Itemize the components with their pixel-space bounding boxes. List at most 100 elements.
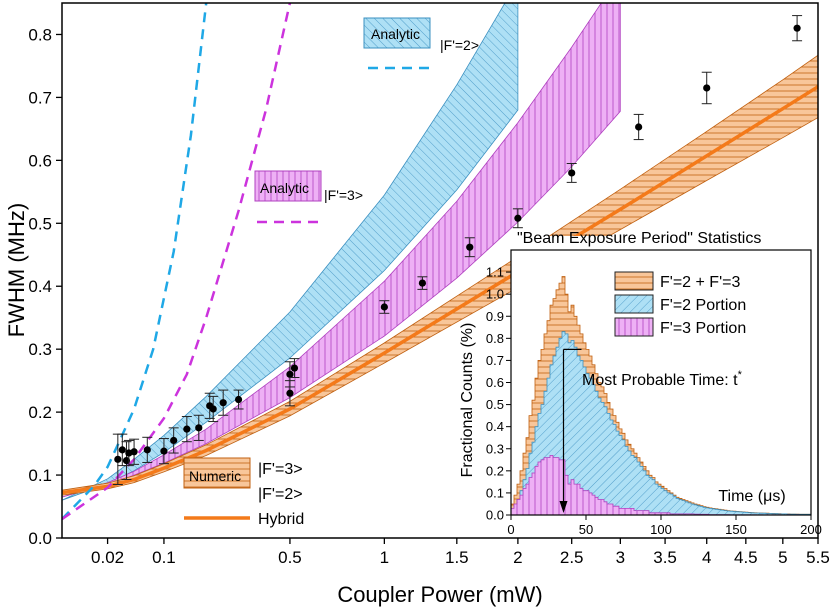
annotation-arrowhead [559,501,568,513]
inset-y-axis-label: Fractional Counts (%) [459,323,476,478]
y-tick-label-4: 0.4 [28,277,52,296]
band-0 [62,3,519,501]
x-tick-label-8: 3.5 [653,548,677,567]
data-point-14 [286,389,294,397]
series-line-0 [62,85,818,495]
legend-text-numeric-f2: |F'=2> [258,486,303,503]
series-line-2 [62,3,292,521]
inset-y-tick-label-2: 0.2 [486,463,504,478]
inset-x-tick-label-3: 150 [725,522,747,537]
band-2 [62,54,818,496]
annotation-main: Most Probable Time: t [582,372,738,389]
inset-y-tick-label-1: 0.1 [486,485,504,500]
inset-y-tick-label-7: 0.7 [486,353,504,368]
legend-text-numeric-f3: |F'=3> [258,461,303,478]
inset-y-tick-label-10: 1.0 [486,287,504,302]
inset-y-tick-label-8: 0.8 [486,331,504,346]
data-point-21 [568,169,576,177]
annotation-sup: * [738,369,743,381]
legend-box-label-numeric: Numeric [189,468,241,484]
legend-text-hybrid: Hybrid [258,511,304,528]
data-point-7 [170,436,178,445]
inset-x-tick-label-4: 200 [800,522,822,537]
x-tick-label-12: 5.5 [806,548,830,567]
inset-legend-swatch-f2 [614,294,654,314]
inset-y-tick-label-0: 0.0 [486,508,504,523]
legend-swatch-numeric [183,457,251,489]
x-tick-label-5: 2 [513,548,522,567]
y-tick-label-0: 0.0 [28,529,52,548]
inset-annotation: Most Probable Time: t* [559,348,743,513]
data-point-4 [130,448,138,456]
data-point-13 [234,395,243,404]
legend-text-analytic-f3: |F'=3> [324,187,363,203]
legend-swatch-analytic-f3 [254,170,322,202]
y-tick-label-7: 0.7 [28,88,52,107]
x-tick-label-9: 4 [702,548,711,567]
inset-x-tick-label-2: 100 [650,522,672,537]
data-point-18 [418,279,427,287]
inset-y-tick-label-4: 0.4 [486,419,504,434]
x-tick-label-6: 2.5 [560,548,584,567]
main-axes: 0.02 0.1 0.5 1 1.5 2 2.5 3 3.5 4 4.5 5 5.50.00.10.20… [28,2,830,567]
inset-y-tick-label-9: 0.9 [486,309,504,324]
y-tick-label-3: 0.3 [28,340,52,359]
series-line-1 [62,3,208,520]
data-point-12 [219,399,227,407]
y-axis-label: FWHM (MHz) [4,203,29,337]
inset-y-tick-label-3: 0.3 [486,441,504,456]
histogram-f2 [511,331,811,515]
x-axis-label: Coupler Power (mW) [337,582,542,607]
data-point-23 [703,84,711,92]
x-tick-label-4: 1.5 [445,548,469,567]
main-plot-area [62,3,818,521]
inset-legend-swatch-total [614,271,654,291]
inset-y-tick-label-5: 0.5 [486,397,504,412]
legend-box-label-analytic-f2: Analytic [371,26,420,42]
inset-y-tick-label-11: 1.1 [486,265,504,280]
inset-legend-label-total: F'=2 + F'=3 [660,274,740,291]
data-point-11 [209,405,217,413]
data-point-17 [380,303,388,311]
inset-legend-label-f3: F'=3 Portion [660,320,746,337]
data-point-6 [160,447,168,455]
inset-legend-swatch-f3 [614,317,654,337]
legend-text-analytic-f2: |F'=2> [440,37,479,53]
data-point-9 [195,424,203,432]
data-point-24 [793,24,801,32]
legend-analytic-f2: Analytic |F'=2> [363,17,479,70]
data-point-1 [118,446,126,454]
inset-legend-label-f2: F'=2 Portion [660,297,746,314]
inset-legend: F'=2 + F'=3 F'=2 Portion F'=3 Portion [614,271,746,337]
y-tick-label-8: 0.8 [28,25,52,44]
x-tick-label-10: 4.5 [734,548,758,567]
legend-numeric: Numeric |F'=3> |F'=2> Hybrid [183,457,304,528]
main-plot [62,3,818,521]
main-frame [61,2,819,539]
data-point-5 [143,446,151,454]
inset-x-tick-label-1: 50 [579,522,593,537]
y-tick-label-1: 0.1 [28,466,52,485]
inset-x-tick-label-0: 0 [507,522,514,537]
data-point-8 [183,425,191,433]
inset-axes: 0 50 100 150 200 0.0 0.1 0.2 0.3 0.4 0.5 0.6 0.7 0.8 0… [486,249,822,537]
x-tick-label-11: 5 [778,548,787,567]
x-tick-label-2: 0.5 [278,548,302,567]
x-tick-label-7: 3 [616,548,625,567]
data-point-20 [514,214,522,222]
annotation-text: Most Probable Time: t* [582,369,743,389]
inset-x-axis-label: Time (μs) [718,488,785,505]
legend-analytic-f3: Analytic |F'=3> [254,170,363,224]
data-point-16 [290,364,299,372]
x-tick-label-1: 0.1 [152,548,176,567]
x-tick-label-3: 1 [380,548,389,567]
data-point-22 [635,123,643,131]
legend-box-label-analytic-f3: Analytic [260,180,309,196]
inset-chart: 0 50 100 150 200 0.0 0.1 0.2 0.3 0.4 0.5 0.6 0.7 0.8 0… [459,230,822,537]
x-tick-label-0: 0.02 [91,548,124,567]
inset-title: "Beam Exposure Period" Statistics [517,230,761,247]
data-point-15 [286,370,294,378]
inset-y-tick-label-6: 0.6 [486,375,504,390]
legend-swatch-analytic-f2 [363,17,431,49]
